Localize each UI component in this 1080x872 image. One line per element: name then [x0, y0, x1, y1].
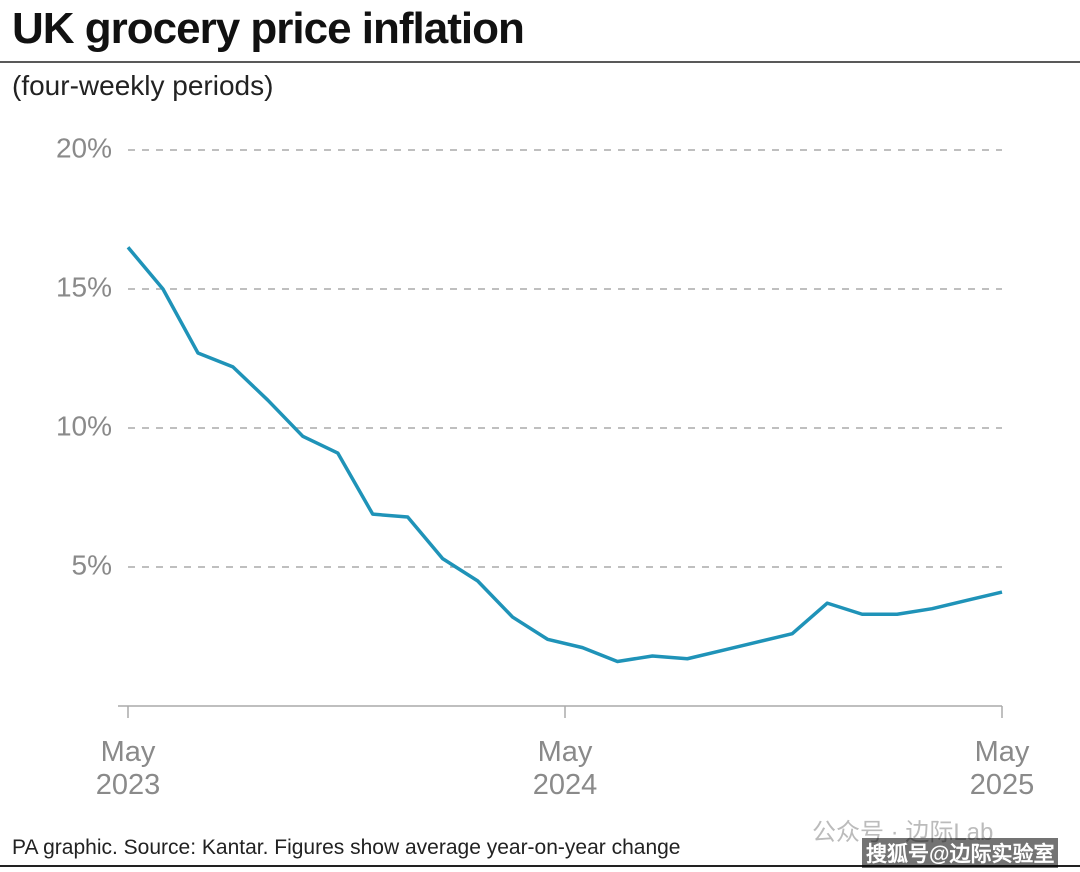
y-tick-label: 20% — [56, 132, 112, 163]
y-tick-label: 10% — [56, 410, 112, 441]
chart-subtitle: (four-weekly periods) — [12, 70, 274, 101]
x-tick-label: May 2024 — [532, 736, 598, 801]
x-tick-label: May 2025 — [969, 736, 1035, 801]
y-tick-label: 15% — [56, 271, 112, 302]
source-note: PA graphic. Source: Kantar. Figures show… — [12, 836, 681, 859]
data-line — [126, 246, 1003, 664]
x-tick-label: May 2023 — [95, 736, 161, 801]
y-tick-label: 5% — [72, 549, 112, 580]
watermark: 搜狐号@边际实验室 — [862, 838, 1059, 868]
chart-title: UK grocery price inflation — [12, 4, 525, 53]
